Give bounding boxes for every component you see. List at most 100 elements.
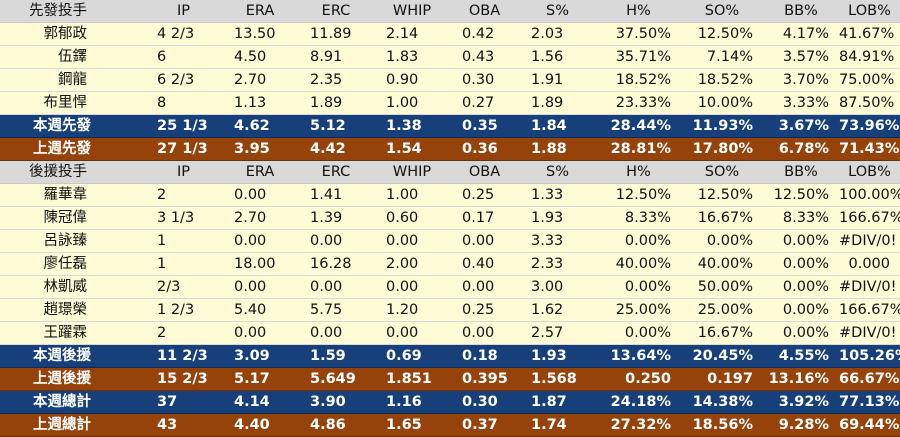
stat-cell: 15 2/3 bbox=[145, 367, 222, 391]
stat-cell: 0.00% bbox=[681, 229, 763, 253]
stat-cell: 1.39 bbox=[298, 206, 374, 230]
stat-cell: 100.00% bbox=[839, 183, 900, 207]
stat-cell: 28.81% bbox=[596, 137, 681, 161]
stat-cell: 0.00% bbox=[763, 229, 839, 253]
stat-cell: 8.33% bbox=[596, 206, 681, 230]
stat-cell: 4.40 bbox=[222, 413, 298, 437]
stat-cell: 0.197 bbox=[681, 367, 763, 391]
stat-cell: 2.57 bbox=[519, 321, 596, 345]
stat-cell: 0.00 bbox=[298, 321, 374, 345]
stat-cell: 8.91 bbox=[298, 45, 374, 69]
stat-cell: 0.17 bbox=[450, 206, 519, 230]
stat-cell: 14.38% bbox=[681, 390, 763, 414]
stat-cell: 5.75 bbox=[298, 298, 374, 322]
pitcher-row: 郭郁政 4 2/3 13.50 11.89 2.14 0.42 2.03 37.50% 12.5… bbox=[0, 22, 900, 46]
stat-cell: 2.70 bbox=[222, 206, 298, 230]
stat-cell: 1.89 bbox=[519, 91, 596, 115]
stat-cell: 1.91 bbox=[519, 68, 596, 92]
stat-cell: #DIV/0! bbox=[839, 229, 900, 253]
stat-cell: 1.89 bbox=[298, 91, 374, 115]
stat-cell: 40.00% bbox=[596, 252, 681, 276]
starters-this-week-row: 本週先發 25 1/3 4.62 5.12 1.38 0.35 1.84 28.44% 11.9… bbox=[0, 114, 900, 138]
stat-cell: 3.33% bbox=[763, 91, 839, 115]
stat-cell: 1.33 bbox=[519, 183, 596, 207]
column-header: LOB% bbox=[839, 0, 900, 23]
pitcher-row: 伍鐸 6 4.50 8.91 1.83 0.43 1.56 35.71% 7.14% 3.57% 8… bbox=[0, 45, 900, 69]
stat-cell: 1 bbox=[145, 252, 222, 276]
stat-cell: 4.50 bbox=[222, 45, 298, 69]
column-header: H% bbox=[596, 0, 681, 23]
stat-cell: 6 bbox=[145, 45, 222, 69]
stat-cell: 2.00 bbox=[374, 252, 450, 276]
stat-cell: 0.00 bbox=[222, 183, 298, 207]
column-header: ERC bbox=[298, 160, 374, 184]
stat-cell: 0.00 bbox=[222, 275, 298, 299]
stat-cell: 6.78% bbox=[763, 137, 839, 161]
stat-cell: 12.50% bbox=[763, 183, 839, 207]
stat-cell: 0.00 bbox=[222, 321, 298, 345]
stat-cell: 16.67% bbox=[681, 321, 763, 345]
stat-cell: 0.60 bbox=[374, 206, 450, 230]
stat-cell: 1.38 bbox=[374, 114, 450, 138]
stat-cell: 2 bbox=[145, 321, 222, 345]
stat-cell: 0.00 bbox=[374, 275, 450, 299]
stat-cell: 0.69 bbox=[374, 344, 450, 368]
stat-cell: 1.00 bbox=[374, 183, 450, 207]
stat-cell: 8 bbox=[145, 91, 222, 115]
pitcher-row: 廖任磊 1 18.00 16.28 2.00 0.40 2.33 40.00% 40.00% 0.… bbox=[0, 252, 900, 276]
stat-cell: 2.35 bbox=[298, 68, 374, 92]
stat-cell: 50.00% bbox=[681, 275, 763, 299]
stat-cell: 40.00% bbox=[681, 252, 763, 276]
stat-cell: #DIV/0! bbox=[839, 321, 900, 345]
stat-cell: 8.33% bbox=[763, 206, 839, 230]
stat-cell: 35.71% bbox=[596, 45, 681, 69]
stat-cell: 4.17% bbox=[763, 22, 839, 46]
totals-this-week-row: 本週總計 37 4.14 3.90 1.16 0.30 1.87 24.18% 14.38% 3.… bbox=[0, 390, 900, 414]
stat-cell: 17.80% bbox=[681, 137, 763, 161]
column-header: WHIP bbox=[374, 0, 450, 23]
stat-cell: 73.96% bbox=[839, 114, 900, 138]
column-header: OBA bbox=[450, 0, 519, 23]
pitcher-row: 鋼龍 6 2/3 2.70 2.35 0.90 0.30 1.91 18.52% 18.52% 3… bbox=[0, 68, 900, 92]
stat-cell: 37 bbox=[145, 390, 222, 414]
stat-cell: 2 bbox=[145, 183, 222, 207]
pitcher-row: 羅華韋 2 0.00 1.41 1.00 0.25 1.33 12.50% 12.50% 12.5… bbox=[0, 183, 900, 207]
stat-cell: 3.09 bbox=[222, 344, 298, 368]
stat-cell: 12.50% bbox=[681, 183, 763, 207]
stat-cell: 23.33% bbox=[596, 91, 681, 115]
column-header: ERC bbox=[298, 0, 374, 23]
stat-cell: 0.00% bbox=[763, 275, 839, 299]
row-label: 本週先發 bbox=[0, 114, 145, 138]
pitcher-row: 趙璟榮 1 2/3 5.40 5.75 1.20 0.25 1.62 25.00% 25.00%… bbox=[0, 298, 900, 322]
stat-cell: 1 2/3 bbox=[145, 298, 222, 322]
stat-cell: 0.25 bbox=[450, 298, 519, 322]
stat-cell: 3.67% bbox=[763, 114, 839, 138]
stat-cell: 0.00 bbox=[222, 229, 298, 253]
stat-cell: 84.91% bbox=[839, 45, 900, 69]
column-header: ERA bbox=[222, 0, 298, 23]
stat-cell: 27 1/3 bbox=[145, 137, 222, 161]
stat-cell: 0.00 bbox=[374, 321, 450, 345]
stat-cell: 18.00 bbox=[222, 252, 298, 276]
stat-cell: 69.44% bbox=[839, 413, 900, 437]
stat-cell: 7.14% bbox=[681, 45, 763, 69]
stat-cell: 1.54 bbox=[374, 137, 450, 161]
stat-cell: 0.00 bbox=[298, 275, 374, 299]
row-label: 王躍霖 bbox=[0, 321, 145, 345]
stat-cell: 5.12 bbox=[298, 114, 374, 138]
stat-cell: 1.93 bbox=[519, 206, 596, 230]
stat-cell: 37.50% bbox=[596, 22, 681, 46]
row-label: 鋼龍 bbox=[0, 68, 145, 92]
stat-cell: 4.86 bbox=[298, 413, 374, 437]
stat-cell: 3.90 bbox=[298, 390, 374, 414]
stat-cell: #DIV/0! bbox=[839, 275, 900, 299]
stat-cell: 0.30 bbox=[450, 390, 519, 414]
stat-cell: 1.83 bbox=[374, 45, 450, 69]
stat-cell: 1.851 bbox=[374, 367, 450, 391]
relievers-header-row: 後援投手 IP ERA ERC WHIP OBA S% H% SO% BB% LOB% bbox=[0, 160, 900, 184]
stat-cell: 1.16 bbox=[374, 390, 450, 414]
stat-cell: 1.87 bbox=[519, 390, 596, 414]
stat-cell: 0.43 bbox=[450, 45, 519, 69]
